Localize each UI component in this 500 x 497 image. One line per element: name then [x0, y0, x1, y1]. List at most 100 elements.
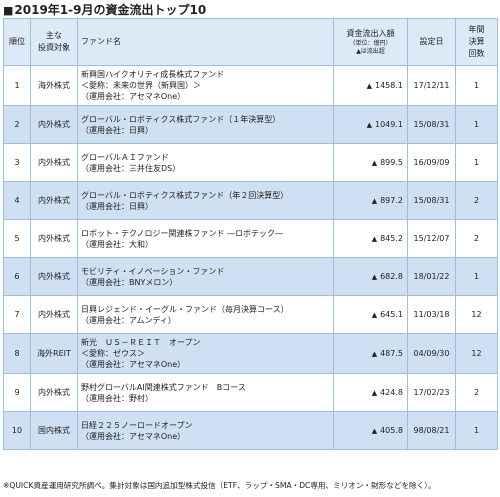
table-row: 1 海外株式 新興国ハイクオリティ成長株式ファンド ＜愛称：未来の世界（新興国）＞ （運…: [3, 65, 498, 106]
table-row: 3 内外株式 グローバルＡＩファンド （運用会社：三井住友DS） ▲ 899.5 16/09…: [3, 143, 498, 182]
flow-amount-cell: ▲ 682.8: [333, 257, 408, 296]
outflow-ranking-table: 順位 主な 投資対象 ファンド名 資金流出入額 （単位：億円） ▲は流出超 設定日…: [3, 18, 498, 450]
settlement-count-cell: 1: [455, 105, 498, 144]
header-date: 設定日: [407, 18, 456, 66]
header-flow-unit: （単位：億円）: [349, 40, 392, 47]
asset-cell: 内外株式: [30, 257, 78, 296]
setup-date-cell: 11/03/18: [407, 295, 456, 334]
fund-name-line: 日興レジェンド・イーグル・ファンド（毎月決算コース）: [81, 304, 289, 314]
title-text: 2019年1-9月の資金流出トップ10: [14, 3, 207, 17]
table-row: 8 海外REIT 新光 ＵＳ－ＲＥＩＴ オープン ＜愛称：ゼウス＞ （運用会社：アセマネ…: [3, 333, 498, 374]
fund-name-line: （運用会社：日興）: [81, 201, 153, 211]
outflow-marker: ▲: [371, 426, 378, 435]
table-row: 10 国内株式 日経２２５ノーロードオープン （運用会社：アセマネOne） ▲ 405.8…: [3, 411, 498, 450]
fund-name-line: 新光 ＵＳ－ＲＥＩＴ オープン: [81, 338, 201, 347]
flow-amount-value: 405.8: [380, 425, 403, 435]
header-settle-line: 決算: [468, 37, 485, 46]
fund-name-cell: グローバルＡＩファンド （運用会社：三井住友DS）: [77, 143, 334, 182]
flow-amount-cell: ▲ 405.8: [333, 411, 408, 450]
title-marker: ■: [3, 4, 14, 17]
table-row: 7 内外株式 日興レジェンド・イーグル・ファンド（毎月決算コース） （運用会社：アムン…: [3, 295, 498, 334]
rank-cell: 10: [3, 411, 31, 450]
settlement-count-cell: 1: [455, 65, 498, 106]
flow-amount-cell: ▲ 487.5: [333, 333, 408, 374]
outflow-marker: ▲: [371, 272, 378, 281]
rank-cell: 7: [3, 295, 31, 334]
rank-cell: 6: [3, 257, 31, 296]
settlement-count-cell: 1: [455, 411, 498, 450]
outflow-marker: ▲: [366, 81, 372, 90]
table-row: 6 内外株式 モビリティ・イノベーション・ファンド （運用会社：BNYメロン） ▲ 682…: [3, 257, 498, 296]
header-settle: 年間 決算 回数: [455, 18, 498, 66]
fund-name-line: ロボット・テクノロジー関連株ファンド ―ロボテック―: [81, 228, 284, 238]
fund-name-line: （運用会社：野村）: [81, 393, 153, 403]
outflow-marker: ▲: [371, 196, 378, 205]
fund-name-line: ＜愛称：ゼウス＞: [81, 349, 145, 358]
fund-name-line: （運用会社：三井住友DS）: [81, 163, 181, 173]
outflow-marker: ▲: [371, 310, 378, 319]
fund-name-line: 野村グローバルAI関連株式ファンド Bコース: [81, 382, 246, 392]
flow-amount-cell: ▲ 1049.1: [333, 105, 408, 144]
fund-name-line: 日経２２５ノーロードオープン: [81, 420, 193, 430]
flow-amount-value: 899.5: [380, 157, 403, 167]
fund-name-cell: グローバル・ロボティクス株式ファンド（年２回決算型） （運用会社：日興）: [77, 181, 334, 220]
flow-amount-cell: ▲ 897.2: [333, 181, 408, 220]
settlement-count-cell: 12: [455, 295, 498, 334]
rank-cell: 5: [3, 219, 31, 258]
asset-cell: 内外株式: [30, 373, 78, 412]
outflow-marker: ▲: [366, 120, 372, 129]
flow-amount-value: 845.2: [380, 233, 403, 243]
header-fund: ファンド名: [77, 18, 334, 66]
fund-name-line: （運用会社：アセマネOne）: [81, 360, 186, 369]
fund-name-cell: グローバル・ロボティクス株式ファンド（１年決算型） （運用会社：日興）: [77, 105, 334, 144]
table-row: 5 内外株式 ロボット・テクノロジー関連株ファンド ―ロボテック― （運用会社：大和）…: [3, 219, 498, 258]
rank-cell: 2: [3, 105, 31, 144]
outflow-marker: ▲: [371, 158, 378, 167]
header-rank: 順位: [3, 18, 31, 66]
flow-amount-value: 1458.1: [375, 80, 403, 90]
settlement-count-cell: 12: [455, 333, 498, 374]
setup-date-cell: 18/01/22: [407, 257, 456, 296]
header-settle-line: 年間: [468, 25, 485, 34]
fund-name-line: （運用会社：アセマネOne）: [81, 92, 186, 101]
fund-name-line: ＜愛称：未来の世界（新興国）＞: [81, 81, 201, 90]
footnote: ※QUICK資産運用研究所調べ。集計対象は国内追加型株式投信（ETF、ラップ・S…: [3, 481, 436, 490]
asset-cell: 海外株式: [30, 65, 78, 106]
fund-name-cell: モビリティ・イノベーション・ファンド （運用会社：BNYメロン）: [77, 257, 334, 296]
flow-amount-cell: ▲ 424.8: [333, 373, 408, 412]
asset-cell: 海外REIT: [30, 333, 78, 374]
page-title: ■2019年1-9月の資金流出トップ10: [3, 2, 206, 18]
setup-date-cell: 15/08/31: [407, 181, 456, 220]
table-row: 2 内外株式 グローバル・ロボティクス株式ファンド（１年決算型） （運用会社：日興） ▲…: [3, 105, 498, 144]
table-row: 9 内外株式 野村グローバルAI関連株式ファンド Bコース （運用会社：野村） ▲ 424…: [3, 373, 498, 412]
settlement-count-cell: 2: [455, 181, 498, 220]
header-asset-line: 主な: [46, 31, 62, 40]
rank-cell: 9: [3, 373, 31, 412]
fund-name-cell: 新光 ＵＳ－ＲＥＩＴ オープン ＜愛称：ゼウス＞ （運用会社：アセマネOne）: [77, 333, 334, 374]
fund-name-cell: 日興レジェンド・イーグル・ファンド（毎月決算コース） （運用会社：アムンディ）: [77, 295, 334, 334]
header-flow: 資金流出入額 （単位：億円） ▲は流出超: [333, 18, 408, 66]
header-flow-label: 資金流出入額: [346, 29, 395, 38]
table-row: 4 内外株式 グローバル・ロボティクス株式ファンド（年２回決算型） （運用会社：日興）…: [3, 181, 498, 220]
setup-date-cell: 98/08/21: [407, 411, 456, 450]
asset-cell: 内外株式: [30, 143, 78, 182]
settlement-count-cell: 2: [455, 219, 498, 258]
fund-name-line: モビリティ・イノベーション・ファンド: [81, 266, 225, 276]
header-settle-line: 回数: [468, 49, 485, 58]
rank-cell: 4: [3, 181, 31, 220]
flow-amount-value: 487.5: [380, 348, 403, 358]
fund-name-line: グローバルＡＩファンド: [81, 152, 169, 162]
header-asset: 主な 投資対象: [30, 18, 78, 66]
setup-date-cell: 04/09/30: [407, 333, 456, 374]
asset-cell: 内外株式: [30, 105, 78, 144]
settlement-count-cell: 2: [455, 373, 498, 412]
setup-date-cell: 15/12/07: [407, 219, 456, 258]
fund-name-line: （運用会社：アムンディ）: [81, 315, 176, 325]
asset-cell: 内外株式: [30, 181, 78, 220]
flow-amount-cell: ▲ 645.1: [333, 295, 408, 334]
setup-date-cell: 16/09/09: [407, 143, 456, 182]
fund-name-cell: 野村グローバルAI関連株式ファンド Bコース （運用会社：野村）: [77, 373, 334, 412]
settlement-count-cell: 1: [455, 257, 498, 296]
fund-name-line: （運用会社：アセマネOne）: [81, 431, 186, 441]
